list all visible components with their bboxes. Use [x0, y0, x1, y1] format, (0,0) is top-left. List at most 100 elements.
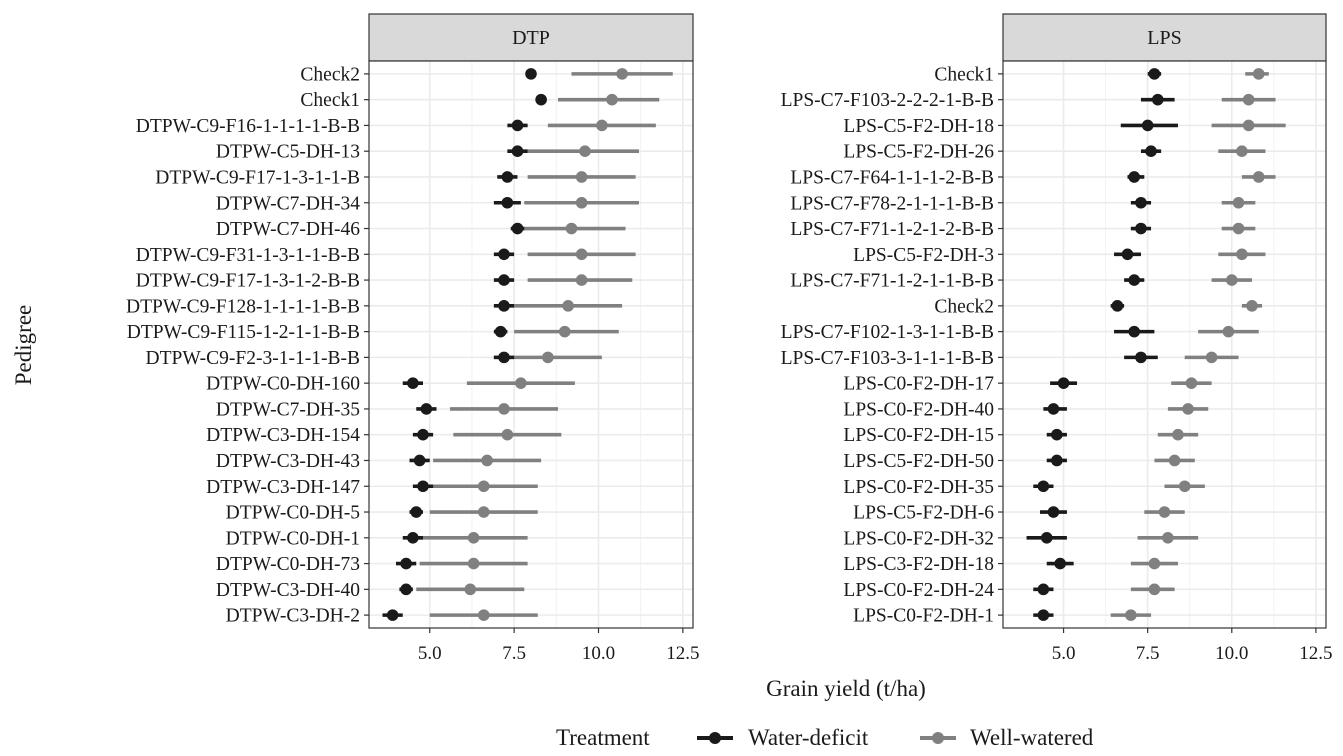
pedigree-label: DTPW-C9-F16-1-1-1-1-B-B: [136, 116, 360, 137]
point-water-deficit: [1148, 68, 1161, 80]
pedigree-label: DTPW-C3-DH-154: [206, 425, 360, 446]
point-water-deficit: [1051, 454, 1063, 467]
point-water-deficit: [501, 171, 514, 183]
point-water-deficit: [407, 531, 419, 544]
panel-dtp: DTP 5.0 7.5 10.0 12.5 Check2 Check1 DTPW-C9-F16…: [126, 13, 700, 664]
point-water-deficit: [1135, 351, 1147, 364]
point-well-watered: [1148, 557, 1161, 570]
point-water-deficit: [498, 351, 510, 364]
point-well-watered: [1242, 119, 1255, 132]
pedigree-label: DTPW-C0-DH-5: [226, 503, 360, 524]
point-well-watered: [477, 506, 490, 518]
point-well-watered: [477, 609, 490, 621]
pedigree-label: LPS-C0-F2-DH-24: [843, 580, 994, 601]
pedigree-label: DTPW-C0-DH-73: [216, 554, 360, 575]
point-water-deficit: [400, 583, 412, 596]
point-water-deficit: [1047, 506, 1060, 518]
panel-strip-title: LPS: [1147, 27, 1181, 49]
pedigree-label: DTPW-C9-F31-1-3-1-1-B-B: [136, 245, 360, 266]
pedigree-label: LPS-C0-F2-DH-1: [853, 606, 994, 627]
point-well-watered: [467, 557, 480, 570]
x-tick-label: 5.0: [1052, 643, 1076, 664]
pedigree-label: LPS-C5-F2-DH-6: [853, 503, 994, 524]
pedigree-label: DTPW-C3-DH-147: [206, 477, 360, 498]
pedigree-label: Check2: [934, 296, 994, 317]
point-well-watered: [481, 454, 493, 467]
pedigree-label: DTPW-C9-F17-1-3-1-2-B-B: [136, 271, 360, 292]
panel-border: [368, 60, 694, 629]
y-axis-title: Pedigree: [11, 305, 36, 385]
point-well-watered: [501, 428, 514, 441]
point-well-watered: [1246, 300, 1258, 312]
pedigree-label: LPS-C7-F102-1-3-1-1-B-B: [781, 322, 994, 343]
point-water-deficit: [1145, 145, 1157, 158]
point-well-watered: [498, 403, 510, 415]
point-water-deficit: [511, 222, 524, 235]
pedigree-label: Check2: [300, 64, 360, 85]
point-water-deficit: [1054, 557, 1066, 570]
pedigree-label: LPS-C5-F2-DH-3: [853, 245, 994, 266]
point-water-deficit: [1051, 428, 1063, 441]
point-well-watered: [1225, 274, 1238, 286]
pedigree-label: Check1: [300, 90, 360, 111]
pedigree-label: LPS-C7-F71-1-2-1-2-B-B: [790, 219, 994, 240]
point-water-deficit: [511, 145, 524, 158]
point-water-deficit: [1111, 300, 1124, 312]
point-well-watered: [1252, 68, 1265, 80]
pedigree-label: DTPW-C9-F17-1-3-1-1-B: [155, 167, 360, 188]
plot-area: [1003, 61, 1326, 628]
point-well-watered: [616, 68, 628, 80]
point-well-watered: [558, 325, 571, 338]
pedigree-label: LPS-C5-F2-DH-26: [843, 142, 994, 163]
point-water-deficit: [1128, 325, 1141, 338]
point-water-deficit: [1037, 583, 1050, 596]
pedigree-label: DTPW-C9-F2-3-1-1-1-B-B: [146, 348, 360, 369]
point-water-deficit: [417, 428, 429, 441]
pedigree-label: LPS-C7-F64-1-1-1-2-B-B: [790, 167, 994, 188]
point-water-deficit: [1151, 93, 1164, 106]
point-well-watered: [565, 222, 578, 235]
pedigree-label: Check1: [934, 64, 994, 85]
pedigree-label: LPS-C0-F2-DH-17: [843, 374, 994, 395]
pedigree-label: LPS-C5-F2-DH-18: [843, 116, 994, 137]
point-water-deficit: [1135, 222, 1147, 235]
panel-lps: LPS 5.0 7.5 10.0 12.5 Check1 LPS-C7-F103-2-2-2…: [781, 13, 1333, 664]
point-water-deficit: [1135, 196, 1147, 209]
point-water-deficit: [407, 377, 419, 389]
pedigree-label: DTPW-C7-DH-35: [216, 399, 360, 420]
point-well-watered: [606, 93, 618, 106]
x-tick-label: 12.5: [1299, 643, 1332, 664]
point-well-watered: [575, 171, 588, 183]
pedigree-label: LPS-C7-F71-1-2-1-1-B-B: [790, 271, 994, 292]
point-well-watered: [1148, 583, 1161, 596]
series-water-deficit: [1026, 68, 1178, 621]
point-water-deficit: [1141, 119, 1154, 132]
point-well-watered: [1158, 506, 1171, 518]
legend-label-well-watered: Well-watered: [970, 725, 1094, 750]
point-water-deficit: [1121, 248, 1134, 261]
point-water-deficit: [535, 93, 547, 106]
point-well-watered: [562, 300, 574, 312]
series-water-deficit: [382, 68, 547, 621]
pedigree-label: LPS-C7-F78-2-1-1-1-B-B: [790, 193, 994, 214]
x-axis-title: Grain yield (t/ha): [766, 676, 926, 701]
panel-border: [1002, 60, 1327, 629]
point-well-watered: [1242, 93, 1255, 106]
point-well-watered: [1236, 248, 1248, 261]
pedigree-label: DTPW-C0-DH-1: [226, 528, 360, 549]
pedigree-label: LPS-C0-F2-DH-15: [843, 425, 994, 446]
series-well-watered: [1110, 68, 1286, 621]
panel-strip: [368, 13, 694, 62]
point-water-deficit: [420, 403, 433, 415]
point-well-watered: [477, 480, 490, 493]
pedigree-label: DTPW-C9-F115-1-2-1-1-B-B: [127, 322, 360, 343]
x-tick-label: 12.5: [666, 643, 699, 664]
point-water-deficit: [1128, 171, 1141, 183]
point-water-deficit: [511, 119, 524, 132]
pedigree-label: LPS-C0-F2-DH-32: [843, 528, 994, 549]
point-well-watered: [1232, 196, 1245, 209]
pedigree-label: LPS-C3-F2-DH-18: [843, 554, 994, 575]
point-water-deficit: [525, 68, 537, 80]
point-well-watered: [1222, 325, 1235, 338]
x-tick-label: 7.5: [502, 643, 526, 664]
